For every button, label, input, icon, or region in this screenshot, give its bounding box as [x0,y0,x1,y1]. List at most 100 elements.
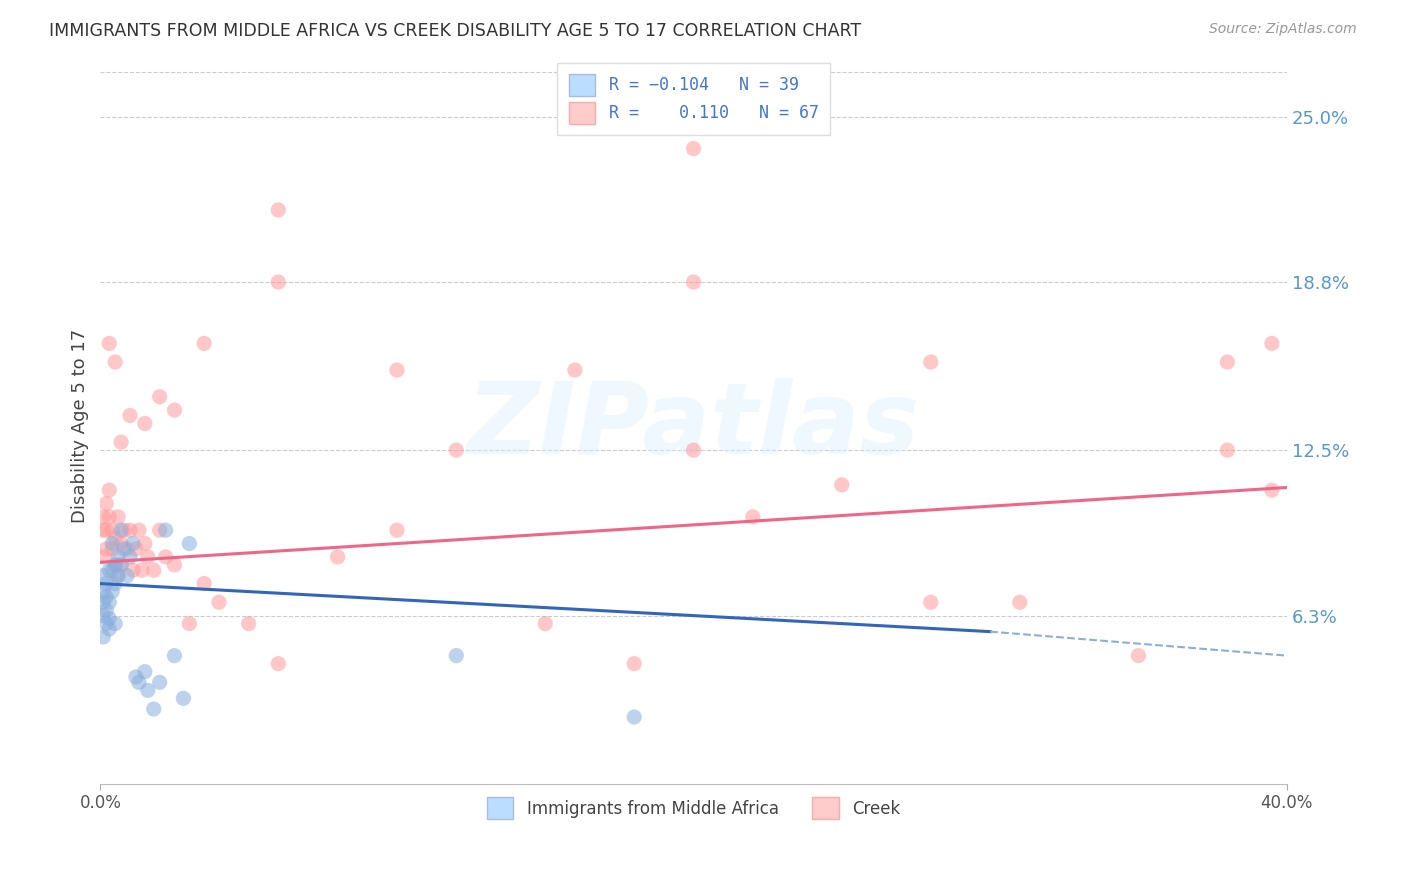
Point [98,336,121,351]
Point [326,549,349,564]
Point [149,523,172,537]
Point [112,541,135,556]
Point [163,558,186,572]
Point [142,702,165,716]
Text: Source: ZipAtlas.com: Source: ZipAtlas.com [1209,22,1357,37]
Point [1216,443,1239,458]
Point [125,541,148,556]
Point [134,536,156,550]
Point [98,563,121,577]
Point [155,549,177,564]
Point [682,275,704,289]
Point [115,568,138,582]
Point [208,595,231,609]
Point [118,549,141,564]
Point [91,630,114,644]
Point [122,536,145,550]
Point [110,558,132,572]
Point [101,523,124,537]
Point [193,336,215,351]
Point [91,595,114,609]
Point [96,603,118,617]
Point [136,683,159,698]
Point [179,616,201,631]
Point [149,675,172,690]
Point [104,616,127,631]
Point [163,648,186,663]
Point [101,541,124,556]
Point [98,622,121,636]
Point [1128,648,1150,663]
Point [128,523,150,537]
Point [193,576,215,591]
Point [91,584,114,599]
Point [142,563,165,577]
Point [101,563,124,577]
Point [107,568,129,582]
Point [96,523,118,537]
Point [623,710,645,724]
Point [1216,355,1239,369]
Point [385,363,408,377]
Point [267,202,290,217]
Point [155,523,177,537]
Point [534,616,557,631]
Point [682,142,704,156]
Point [110,558,132,572]
Point [91,549,114,564]
Point [446,443,468,458]
Point [118,409,141,423]
Point [741,509,763,524]
Text: ZIPatlas: ZIPatlas [467,377,920,475]
Y-axis label: Disability Age 5 to 17: Disability Age 5 to 17 [72,329,89,524]
Point [238,616,260,631]
Point [96,590,118,604]
Point [98,611,121,625]
Point [104,558,127,572]
Point [831,478,853,492]
Point [134,665,156,679]
Point [172,691,194,706]
Point [91,523,114,537]
Point [131,563,153,577]
Point [112,523,135,537]
Point [163,403,186,417]
Point [1261,483,1284,498]
Point [104,531,127,545]
Point [101,584,124,599]
Point [122,563,145,577]
Point [682,443,704,458]
Point [98,509,121,524]
Point [110,536,132,550]
Point [1008,595,1031,609]
Point [107,509,129,524]
Point [96,541,118,556]
Text: IMMIGRANTS FROM MIDDLE AFRICA VS CREEK DISABILITY AGE 5 TO 17 CORRELATION CHART: IMMIGRANTS FROM MIDDLE AFRICA VS CREEK D… [49,22,862,40]
Point [267,275,290,289]
Point [110,435,132,450]
Point [149,390,172,404]
Point [115,541,138,556]
Point [136,549,159,564]
Point [385,523,408,537]
Point [267,657,290,671]
Point [104,558,127,572]
Point [920,595,942,609]
Point [179,536,201,550]
Point [110,523,132,537]
Point [96,496,118,510]
Point [134,417,156,431]
Point [446,648,468,663]
Point [128,675,150,690]
Point [96,616,118,631]
Point [98,595,121,609]
Point [91,509,114,524]
Point [101,536,124,550]
Point [623,657,645,671]
Point [1261,336,1284,351]
Point [104,576,127,591]
Point [125,670,148,684]
Point [564,363,586,377]
Point [104,355,127,369]
Point [98,483,121,498]
